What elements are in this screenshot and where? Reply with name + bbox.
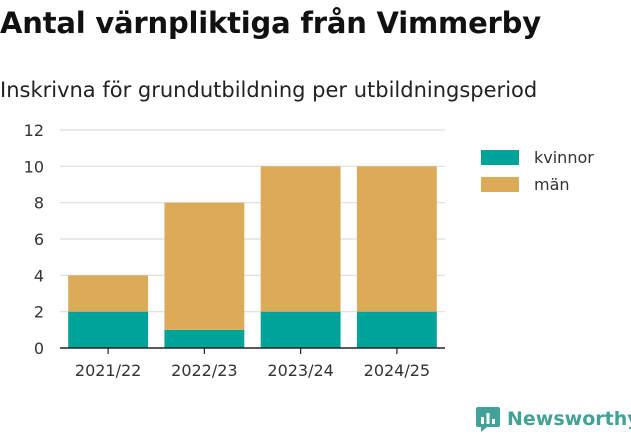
legend-label-kvinnor: kvinnor (534, 148, 594, 167)
chart-title: Antal värnpliktiga från Vimmerby (0, 6, 541, 40)
y-tick-label: 2 (34, 303, 44, 322)
brand-logo: Newsworthy (475, 405, 631, 433)
x-tick-label: 2023/24 (267, 361, 333, 380)
bar-män-2024/25 (356, 166, 437, 312)
x-tick-label: 2021/22 (75, 361, 141, 380)
bar-kvinnor-2023/24 (260, 311, 341, 348)
y-tick-label: 0 (34, 339, 44, 358)
x-axis-ticks: 2021/22 2022/23 2023/24 2024/25 (75, 348, 430, 380)
chart-subtitle: Inskrivna för grundutbildning per utbild… (0, 78, 538, 102)
brand-name: Newsworthy (507, 408, 631, 430)
x-tick-label: 2022/23 (171, 361, 237, 380)
legend: kvinnor män (481, 148, 594, 194)
newsworthy-logo-icon (476, 407, 500, 432)
legend-label-män: män (534, 175, 570, 194)
bar-män-2022/23 (164, 202, 245, 330)
bars (68, 166, 437, 348)
y-axis-ticks: 0 2 4 6 8 10 12 (24, 121, 44, 358)
y-tick-label: 10 (24, 157, 44, 176)
y-tick-label: 4 (34, 266, 44, 285)
legend-swatch-män (481, 177, 519, 192)
y-tick-label: 6 (34, 230, 44, 249)
y-tick-label: 12 (24, 121, 44, 140)
x-tick-label: 2024/25 (364, 361, 430, 380)
bar-män-2023/24 (260, 166, 341, 312)
bar-män-2021/22 (68, 275, 149, 312)
y-tick-label: 8 (34, 194, 44, 213)
legend-swatch-kvinnor (481, 150, 519, 165)
bar-kvinnor-2022/23 (164, 329, 245, 348)
bar-kvinnor-2021/22 (68, 311, 149, 348)
bar-kvinnor-2024/25 (356, 311, 437, 348)
